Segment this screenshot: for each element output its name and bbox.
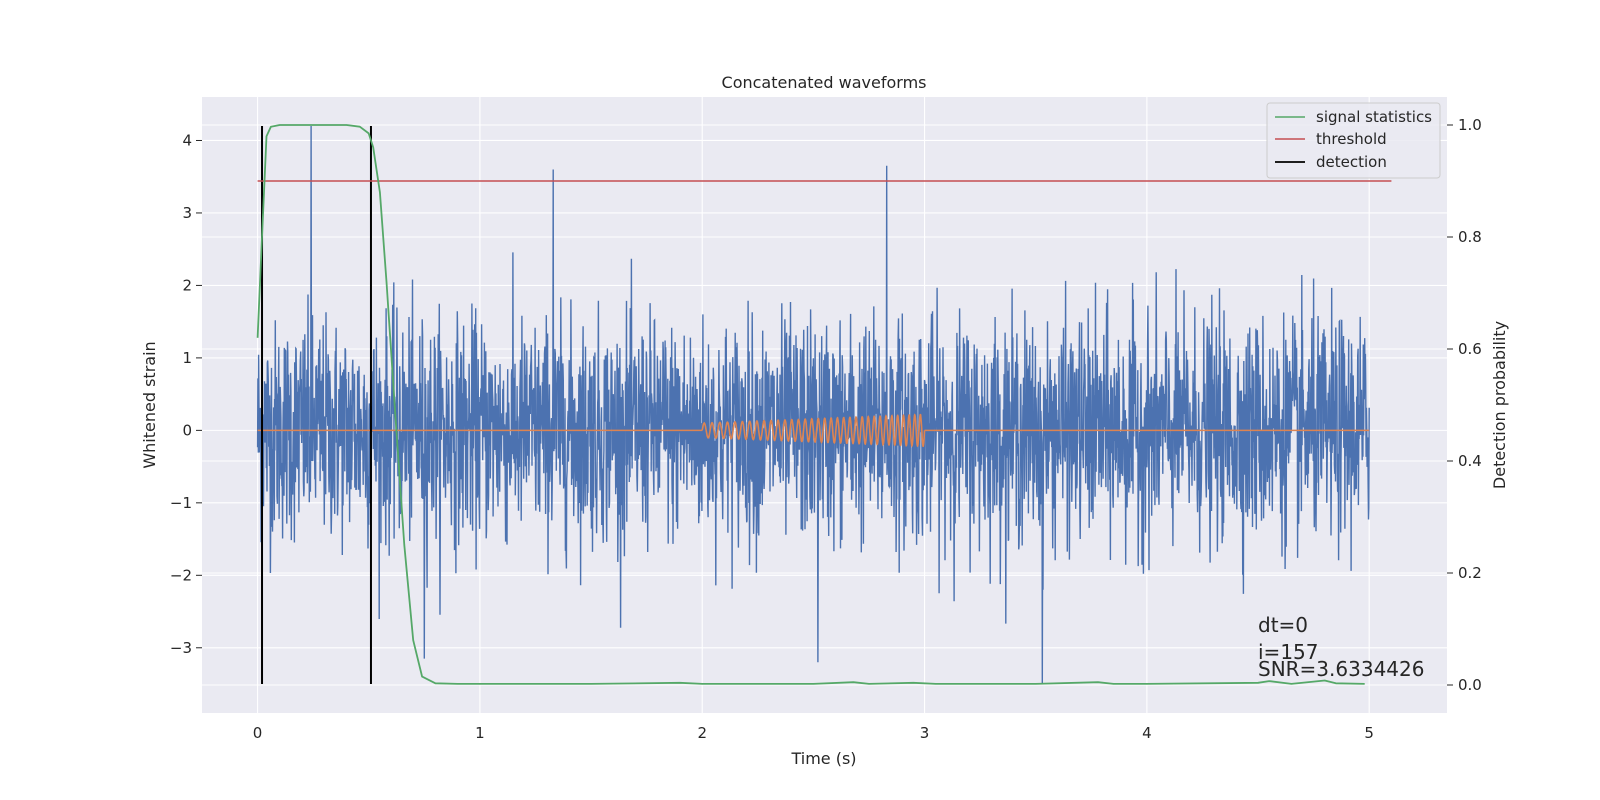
- template-chirp: [701, 413, 926, 448]
- strain-line: [256, 125, 1370, 685]
- axis-ticks: 0 1 2 3 4 5 −3 −2 −1 0 1 2 3 4 0.0 0.2 0.4 0.6 0.8 1.0: [170, 116, 1482, 742]
- y2-tick-label: 0.2: [1458, 564, 1482, 582]
- signal-statistics-line: [256, 124, 1365, 685]
- y-tick-label: 3: [182, 204, 192, 222]
- y-tick-label: 2: [182, 276, 192, 294]
- x-tick-label: 1: [475, 724, 485, 742]
- y2-axis-label: Detection probability: [1490, 321, 1509, 489]
- y-axis-label: Whitened strain: [140, 341, 159, 468]
- y-tick-label: 4: [182, 131, 192, 149]
- legend-label-signal-statistics: signal statistics: [1316, 108, 1432, 126]
- overlay-series: [256, 124, 1392, 685]
- x-tick-label: 2: [697, 724, 707, 742]
- x-tick-label: 0: [253, 724, 263, 742]
- annotation-snr: SNR=3.6334426: [1258, 657, 1424, 681]
- template-series: [257, 413, 1370, 448]
- y2-tick-label: 0.6: [1458, 340, 1482, 358]
- legend-box: [1266, 102, 1441, 179]
- y2-tick-label: 0.8: [1458, 228, 1482, 246]
- y2-tick-label: 0.0: [1458, 676, 1482, 694]
- y-tick-label: −1: [170, 494, 192, 512]
- chart-title: Concatenated waveforms: [722, 73, 927, 92]
- legend-label-detection: detection: [1316, 153, 1387, 171]
- annotation-index: i=157: [1258, 640, 1319, 664]
- y-tick-label: −2: [170, 566, 192, 584]
- x-tick-label: 4: [1142, 724, 1152, 742]
- y2-tick-label: 1.0: [1458, 116, 1482, 134]
- legend: signal statistics threshold detection: [1266, 102, 1441, 179]
- strain-series: [256, 125, 1370, 685]
- y2-tick-label: 0.4: [1458, 452, 1482, 470]
- y-tick-label: 0: [182, 421, 192, 439]
- x-tick-label: 5: [1364, 724, 1374, 742]
- y-tick-label: −3: [170, 639, 192, 657]
- annotation-dt: dt=0: [1258, 613, 1308, 637]
- legend-label-threshold: threshold: [1316, 130, 1387, 148]
- x-axis-label: Time (s): [790, 749, 856, 768]
- x-tick-label: 3: [920, 724, 930, 742]
- y-tick-label: 1: [182, 349, 192, 367]
